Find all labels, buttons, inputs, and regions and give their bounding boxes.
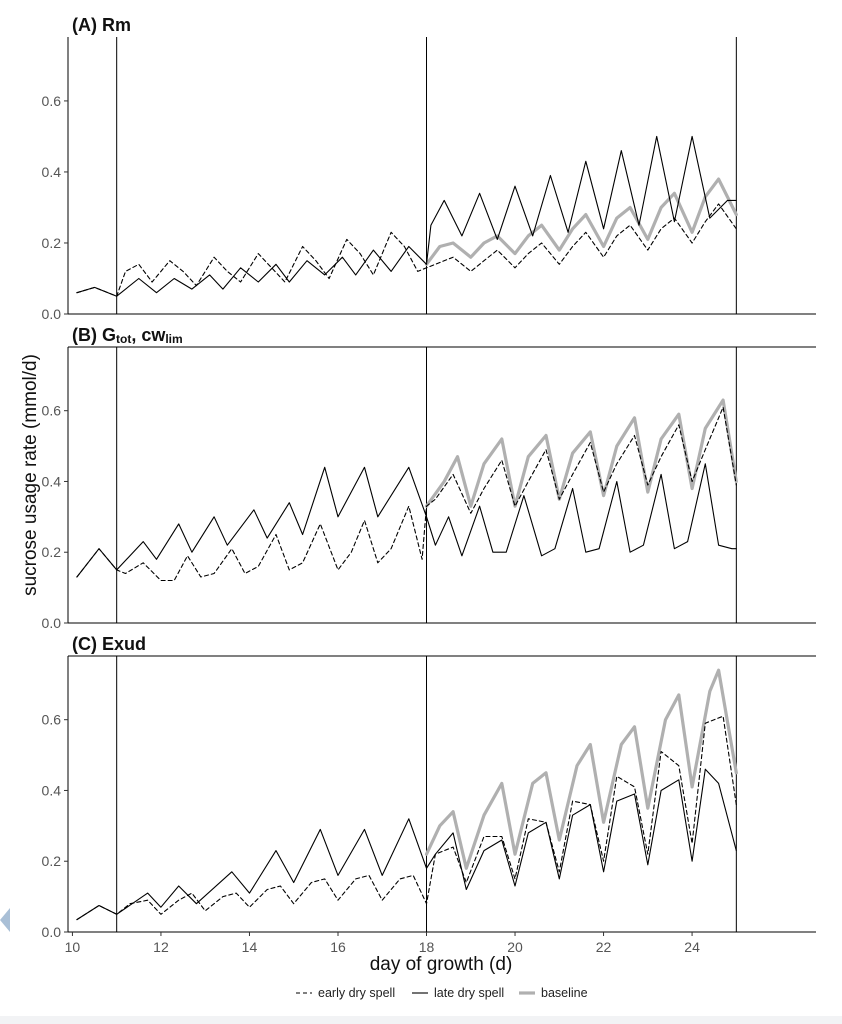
x-tick-label: 16 — [330, 939, 346, 955]
y-tick-label: 0.2 — [42, 544, 62, 560]
y-tick-label: 0.6 — [42, 712, 62, 728]
x-tick-label: 14 — [242, 939, 258, 955]
series-line-early-dry-spell — [76, 203, 737, 297]
y-tick-label: 0.4 — [42, 164, 62, 180]
panel-title: (C) Exud — [72, 634, 146, 654]
legend-item: baseline — [519, 986, 588, 1000]
series-line-late-dry-spell — [76, 768, 737, 921]
plot-layer: 0.0 0.2 0.4 0.6 (A) Rm 0.0 0.2 0.4 0.6 (B) Gtot, … — [42, 15, 816, 955]
legend-item: early dry spell — [296, 986, 395, 1000]
legend-label: early dry spell — [318, 986, 395, 1000]
panel-title-main: (C) Exud — [72, 634, 146, 654]
x-axis: 10 12 14 16 18 20 22 24 — [65, 932, 700, 955]
series-line-late-dry-spell — [76, 463, 737, 578]
x-tick-label: 20 — [507, 939, 523, 955]
series-line-baseline — [424, 398, 738, 508]
panel-a: 0.0 0.2 0.4 0.6 (A) Rm — [42, 15, 816, 322]
panel-title-main: (A) Rm — [72, 15, 131, 35]
series-line-early-dry-spell — [76, 406, 737, 582]
panel-title-tail: , cw — [131, 325, 166, 345]
x-tick-label: 24 — [684, 939, 700, 955]
panel-title-subscript: lim — [165, 332, 182, 346]
panel-c: 0.0 0.2 0.4 0.6 (C) Exud — [42, 634, 816, 940]
x-tick-label: 22 — [596, 939, 612, 955]
legend-label: late dry spell — [434, 986, 504, 1000]
panel-b: 0.0 0.2 0.4 0.6 (B) Gtot, cwlim — [42, 325, 816, 631]
y-tick-label: 0.0 — [42, 306, 62, 322]
legend-item: late dry spell — [412, 986, 504, 1000]
series-line-baseline — [424, 668, 738, 870]
panel-title-subscript: tot — [116, 332, 131, 346]
y-tick-label: 0.0 — [42, 615, 62, 631]
y-axis-title: sucrose usage rate (mmol/d) — [20, 354, 41, 596]
panel-title: (A) Rm — [72, 15, 131, 35]
y-tick-label: 0.2 — [42, 853, 62, 869]
panel-title: (B) Gtot, cwlim — [72, 325, 183, 346]
y-tick-label: 0.6 — [42, 93, 62, 109]
side-collapse-tab[interactable] — [0, 908, 10, 932]
legend: early dry spell late dry spell baseline — [296, 986, 588, 1000]
x-axis-title: day of growth (d) — [370, 954, 513, 975]
x-tick-label: 12 — [153, 939, 169, 955]
y-tick-label: 0.2 — [42, 235, 62, 251]
legend-label: baseline — [541, 986, 588, 1000]
x-tick-label: 18 — [419, 939, 435, 955]
panel-title-main: (B) G — [72, 325, 116, 345]
y-tick-label: 0.4 — [42, 782, 62, 798]
y-tick-label: 0.4 — [42, 473, 62, 489]
x-tick-label: 10 — [65, 939, 81, 955]
series-line-baseline — [424, 177, 738, 266]
y-tick-label: 0.6 — [42, 403, 62, 419]
series-line-late-dry-spell — [76, 135, 737, 297]
y-tick-label: 0.0 — [42, 924, 62, 940]
bottom-bar — [0, 1016, 842, 1024]
